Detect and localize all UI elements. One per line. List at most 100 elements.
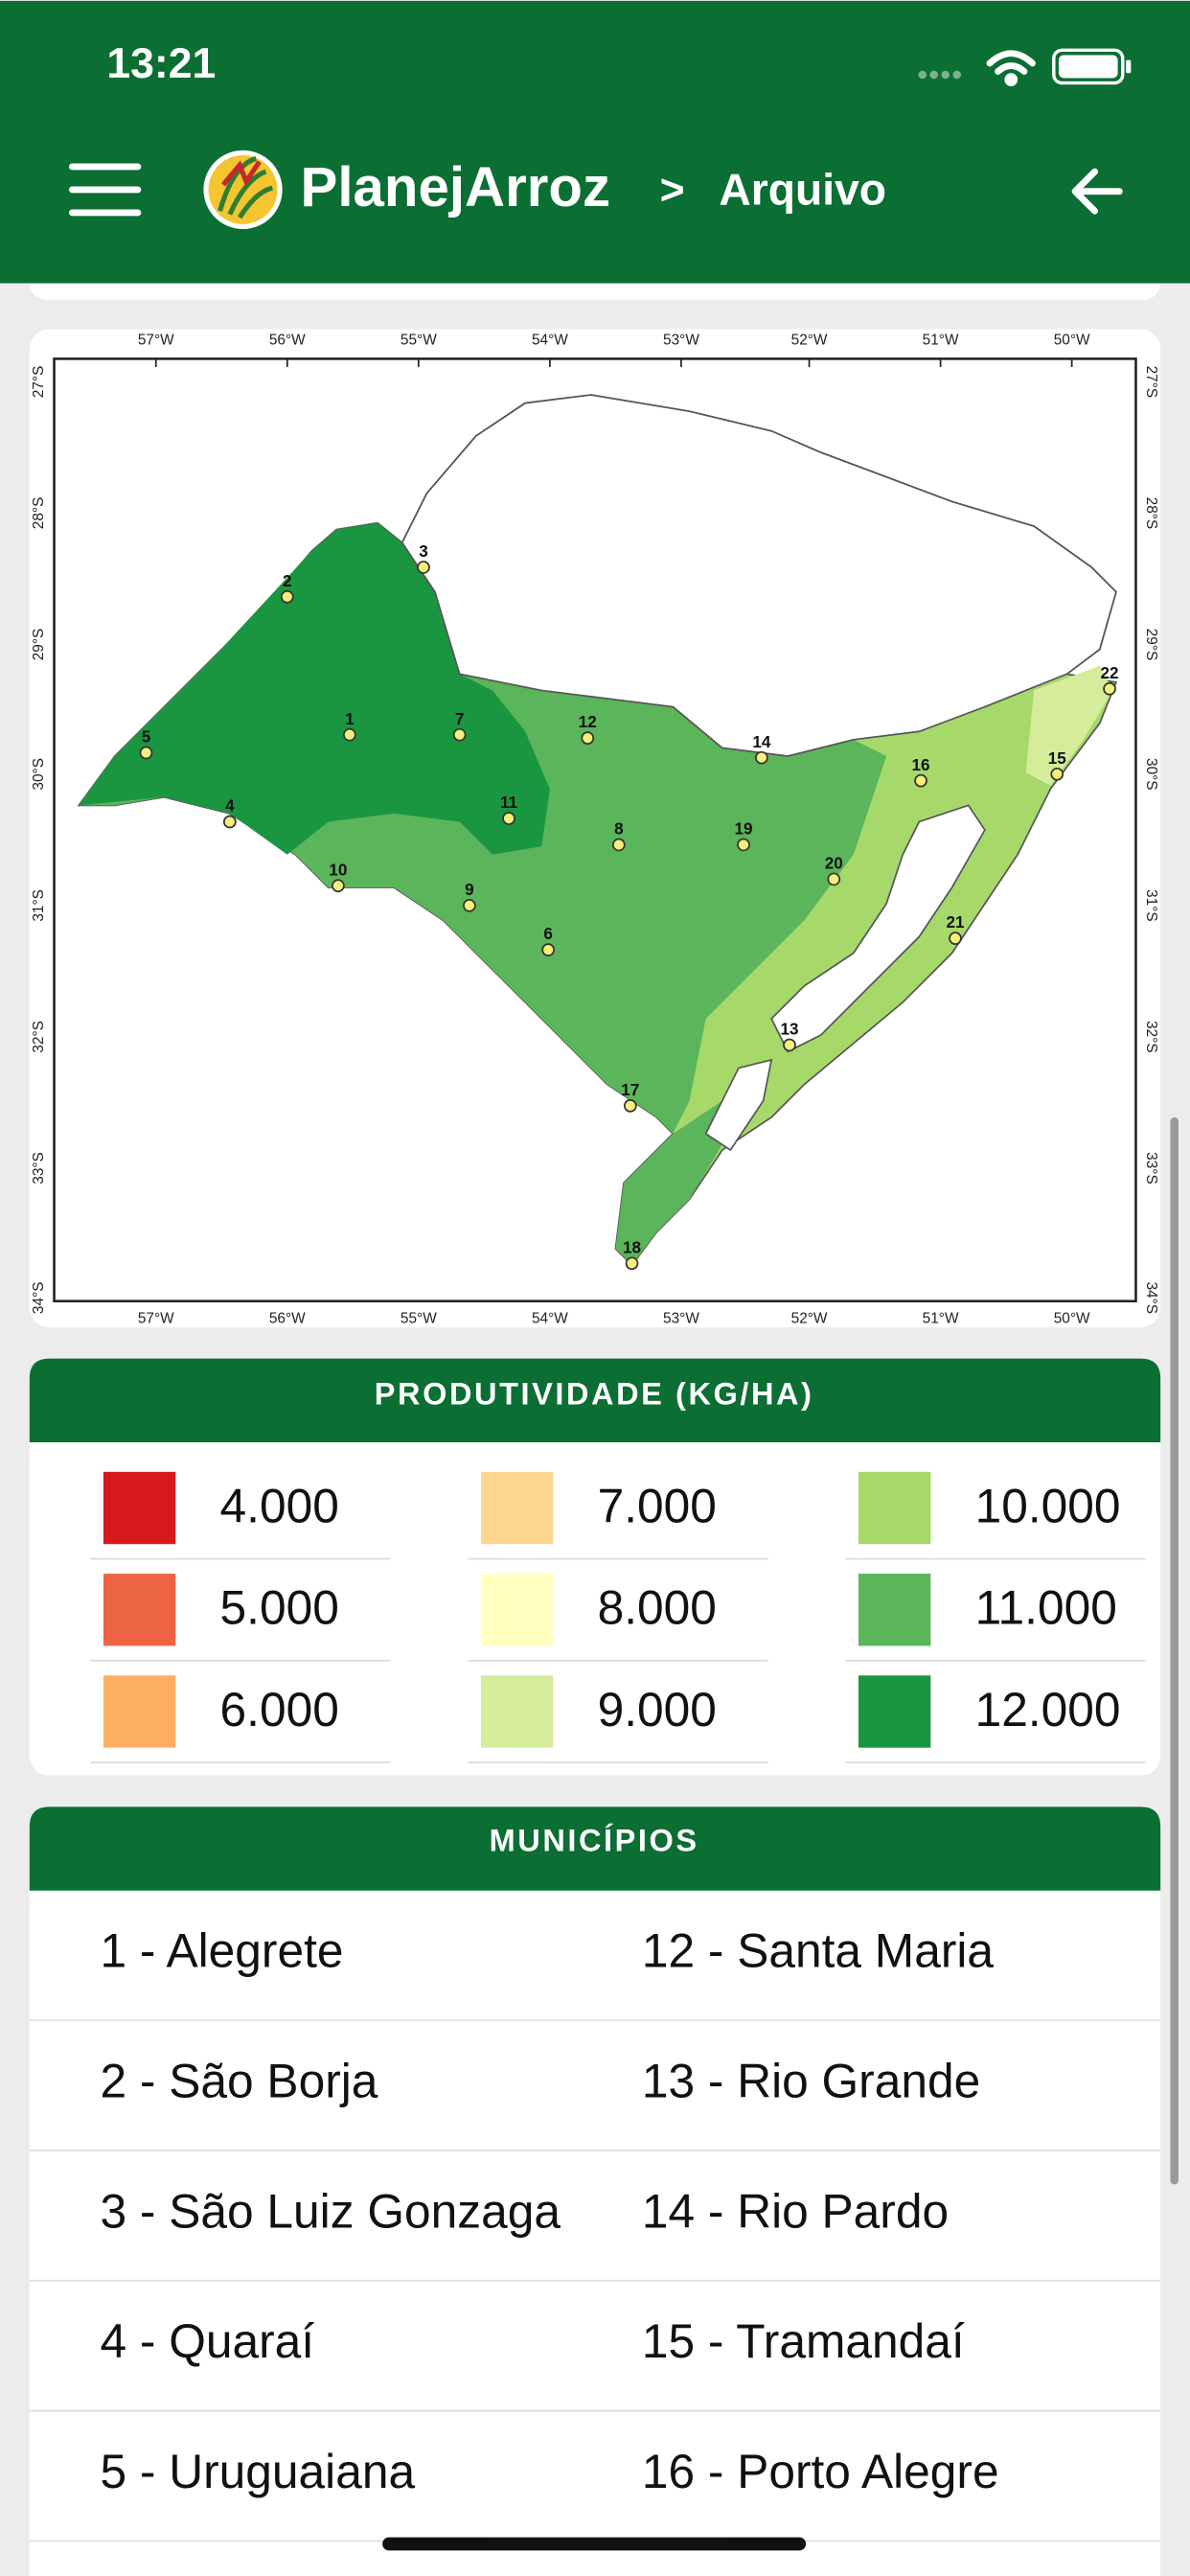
city-point [280,589,294,604]
city-label: 1 [345,709,355,728]
city-label: 4 [225,796,235,816]
longitude-label: 53°W [663,333,699,349]
latitude-label: 31°S [31,889,47,922]
municipality: 3 - São Luiz Gonzaga [100,2184,561,2238]
legend-title: PRODUTIVIDADE (KG/HA) [375,1377,814,1412]
municipalities-list: 1 - Alegrete 12 - Santa Maria 2 - São Borj… [29,1924,1161,2542]
city-label: 19 [735,819,753,839]
battery-icon [1052,48,1132,85]
city-point [623,1098,637,1113]
municipality: 1 - Alegrete [100,1924,343,1978]
city-point [332,879,345,893]
map: 57°W 57°W 56°W 56°W 55°W 55°W 54°W 54°W 53°W 53°W… [31,333,1159,1327]
scrollbar [1170,1116,1179,2185]
legend-header [29,1358,1161,1443]
city-label: 20 [825,854,843,873]
city-point [581,731,595,745]
city-point [463,898,476,912]
city-label: 3 [419,541,428,561]
longitude-label: 54°W [532,1311,568,1327]
city-point [343,727,356,742]
legend-label: 9.000 [598,1683,717,1736]
longitude-label: 51°W [923,1311,959,1327]
longitude-label: 51°W [923,333,959,349]
city-label: 14 [752,732,771,751]
municipality: 14 - Rio Pardo [642,2184,949,2238]
city-point [755,750,768,765]
longitude-label: 57°W [138,333,174,349]
latitude-label: 31°S [1143,889,1159,922]
region-no-data [400,394,1117,757]
longitude-label: 55°W [400,1311,437,1327]
city-point [139,746,153,760]
city-label: 6 [543,924,553,943]
city-label: 15 [1048,748,1067,768]
city-label: 8 [614,819,624,839]
legend-label: 8.000 [598,1581,717,1635]
city-label: 11 [500,793,518,812]
latitude-label: 33°S [31,1152,47,1184]
city-point [502,812,515,825]
longitude-label: 50°W [1054,1311,1090,1327]
latitude-label: 28°S [31,497,47,530]
app-header [0,0,1190,284]
legend-label: 11.000 [975,1581,1117,1635]
city-label: 21 [946,912,965,932]
city-label: 22 [1101,663,1119,682]
legend-label: 7.000 [598,1479,717,1532]
legend-swatch [858,1574,931,1646]
municipality: 12 - Santa Maria [642,1924,995,1978]
municipality: 13 - Rio Grande [642,2054,980,2107]
city-point [827,872,841,886]
city-label: 12 [579,712,597,731]
latitude-label: 27°S [1143,366,1159,399]
latitude-label: 33°S [1143,1152,1159,1184]
city-point [222,815,237,829]
lagoon [770,804,986,1053]
breadcrumb-separator: > [660,167,685,214]
longitude-label: 53°W [663,1311,699,1327]
city-label: 18 [623,1237,641,1256]
city-point [1050,767,1064,781]
latitude-label: 32°S [1143,1021,1159,1053]
city-label: 9 [465,880,474,899]
municipality: 2 - São Borja [100,2054,378,2107]
city-point [914,773,927,788]
city-label: 17 [621,1080,639,1099]
legend-items: 4.000 7.000 10.000 5.000 8.000 11.000 6.000 9.0… [90,1471,1146,1763]
city-label: 5 [142,727,151,747]
legend-swatch [480,1574,554,1646]
latitude-label: 34°S [31,1281,47,1314]
legend-swatch [480,1675,554,1748]
city-point [949,932,962,945]
latitude-label: 32°S [31,1021,47,1053]
legend-swatch [103,1675,176,1748]
menu-button[interactable] [68,163,142,217]
latitude-label: 30°S [1143,758,1159,791]
longitude-label: 56°W [269,333,306,349]
longitude-label: 54°W [532,333,568,349]
city-point [625,1256,639,1271]
city-point [417,561,430,574]
latitude-label: 34°S [1143,1281,1159,1314]
city-point [611,838,626,852]
city-label: 16 [912,755,930,774]
home-indicator [382,2537,807,2551]
legend-label: 6.000 [220,1683,339,1736]
legend-swatch [858,1675,931,1748]
lagoon-south [704,1058,773,1152]
legend-swatch [103,1471,176,1545]
legend-swatch [480,1471,554,1545]
city-label: 7 [455,709,465,728]
legend-swatch [858,1471,931,1545]
municipality: 4 - Quaraí [100,2314,314,2368]
back-button[interactable] [1071,168,1123,215]
municipalities-title: MUNICÍPIOS [490,1823,699,1858]
legend-label: 12.000 [975,1683,1121,1736]
signal-icon [918,70,962,80]
breadcrumb-section: Arquivo [719,165,886,215]
city-label: 10 [329,860,347,879]
city-label: 2 [283,571,292,590]
